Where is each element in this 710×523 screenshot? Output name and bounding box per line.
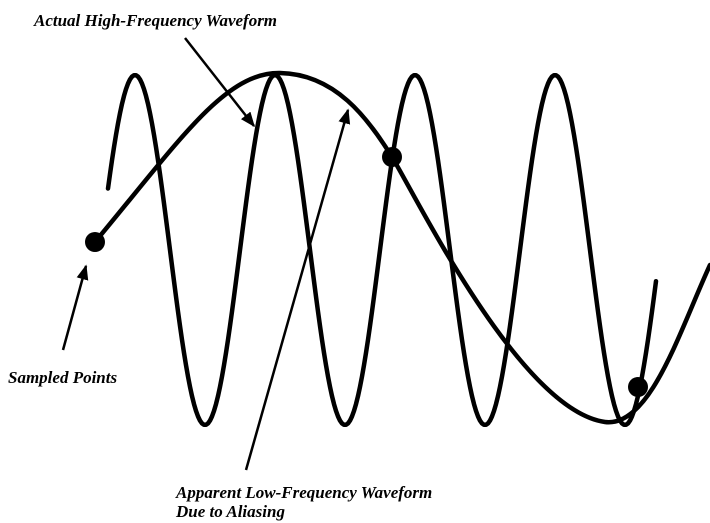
arrow (244, 108, 351, 471)
sampled-point (628, 377, 648, 397)
high-frequency-waveform (105, 72, 659, 428)
sampled-point (382, 147, 402, 167)
label-sampled: Sampled Points (8, 368, 117, 387)
arrow (184, 37, 255, 128)
arrow (61, 264, 89, 351)
low-frequency-waveform (92, 70, 710, 425)
sampled-point (85, 232, 105, 252)
label-actual: Actual High-Frequency Waveform (33, 11, 277, 30)
label-apparent: Apparent Low-Frequency Waveform (175, 483, 432, 502)
label-apparent: Due to Aliasing (175, 502, 285, 521)
